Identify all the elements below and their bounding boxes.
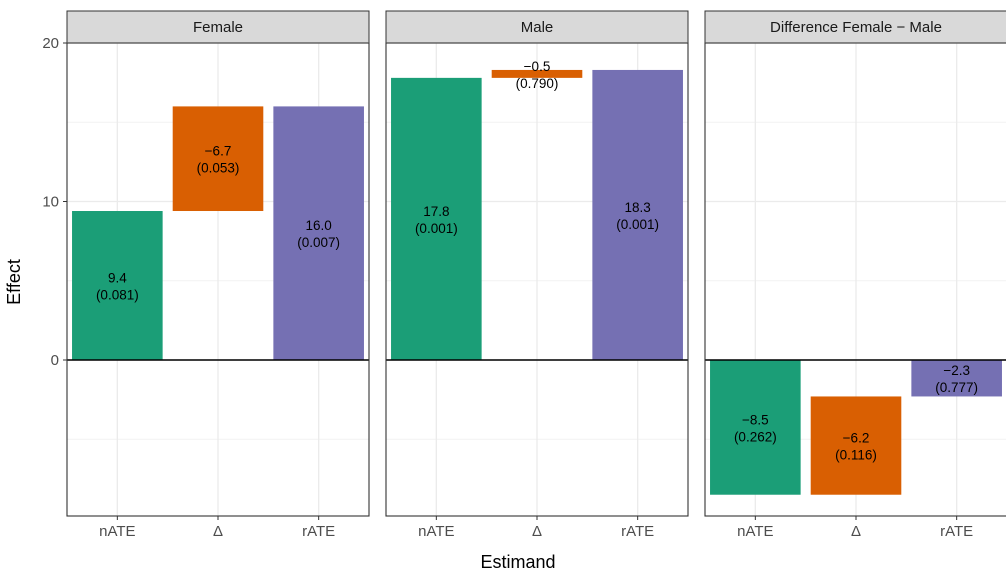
bar-delta (172, 106, 264, 212)
x-tick-label: nATE (99, 523, 135, 540)
bar-value-label: 17.8 (423, 204, 449, 219)
facet-strip (704, 10, 1006, 44)
bar-value-label: 18.3 (625, 200, 651, 215)
x-axis-title: Estimand (480, 552, 555, 572)
bar-value-label: −2.3 (943, 363, 970, 378)
x-tick-label: Δ (851, 523, 861, 540)
bar-nate (72, 211, 163, 360)
bar-value-label: 9.4 (108, 271, 127, 286)
x-tick-label: nATE (418, 523, 454, 540)
facet-title: Difference Female − Male (770, 19, 942, 36)
bar-value-label: −0.5 (524, 59, 551, 74)
bar-delta (810, 396, 902, 495)
bar-rate (273, 106, 364, 361)
bar-delta (491, 69, 583, 78)
x-tick-label: rATE (940, 523, 973, 540)
facet-title: Male (521, 19, 554, 36)
bar-value-label: −6.2 (843, 431, 870, 446)
x-tick-label: Δ (532, 523, 542, 540)
facet-strip (385, 10, 689, 44)
bar-pvalue-label: (0.116) (835, 448, 877, 463)
bar-pvalue-label: (0.001) (415, 221, 458, 236)
x-tick-label: Δ (213, 523, 223, 540)
y-tick-label: 20 (42, 35, 59, 52)
bar-rate (592, 69, 683, 360)
facet-panel: Female 9.4 (0.081) −6.7 (0.053) 16.0 (0.007) nA… (66, 10, 370, 540)
bar-rate (911, 360, 1002, 397)
y-axis-title: Effect (4, 259, 24, 305)
y-axis: 0 10 20 (42, 35, 67, 369)
bar-value-label: −6.7 (205, 144, 232, 159)
bar-value-label: −8.5 (742, 412, 769, 427)
bar-nate (391, 77, 482, 361)
bar-pvalue-label: (0.081) (96, 288, 139, 303)
facet-panel: Male 17.8 (0.001) −0.5 (0.790) 18.3 (0.001) nAT… (385, 10, 689, 540)
bar-pvalue-label: (0.777) (935, 380, 978, 395)
facet-strip (66, 10, 370, 44)
bar-pvalue-label: (0.001) (616, 217, 659, 232)
x-tick-label: rATE (302, 523, 335, 540)
x-tick-label: rATE (621, 523, 654, 540)
x-tick-label: nATE (737, 523, 773, 540)
panels-layer: Female 9.4 (0.081) −6.7 (0.053) 16.0 (0.007) nA… (66, 10, 1006, 540)
bar-pvalue-label: (0.262) (734, 429, 777, 444)
facet-panel: Difference Female − Male −8.5 (0.262) −6.2 (… (704, 10, 1006, 540)
bar-value-label: 16.0 (306, 218, 332, 233)
bar-pvalue-label: (0.790) (516, 76, 559, 91)
y-tick-label: 0 (51, 352, 59, 369)
bar-nate (710, 360, 801, 495)
bar-pvalue-label: (0.007) (297, 235, 340, 250)
bar-pvalue-label: (0.053) (197, 161, 240, 176)
y-tick-label: 10 (42, 194, 59, 211)
facet-title: Female (193, 19, 243, 36)
